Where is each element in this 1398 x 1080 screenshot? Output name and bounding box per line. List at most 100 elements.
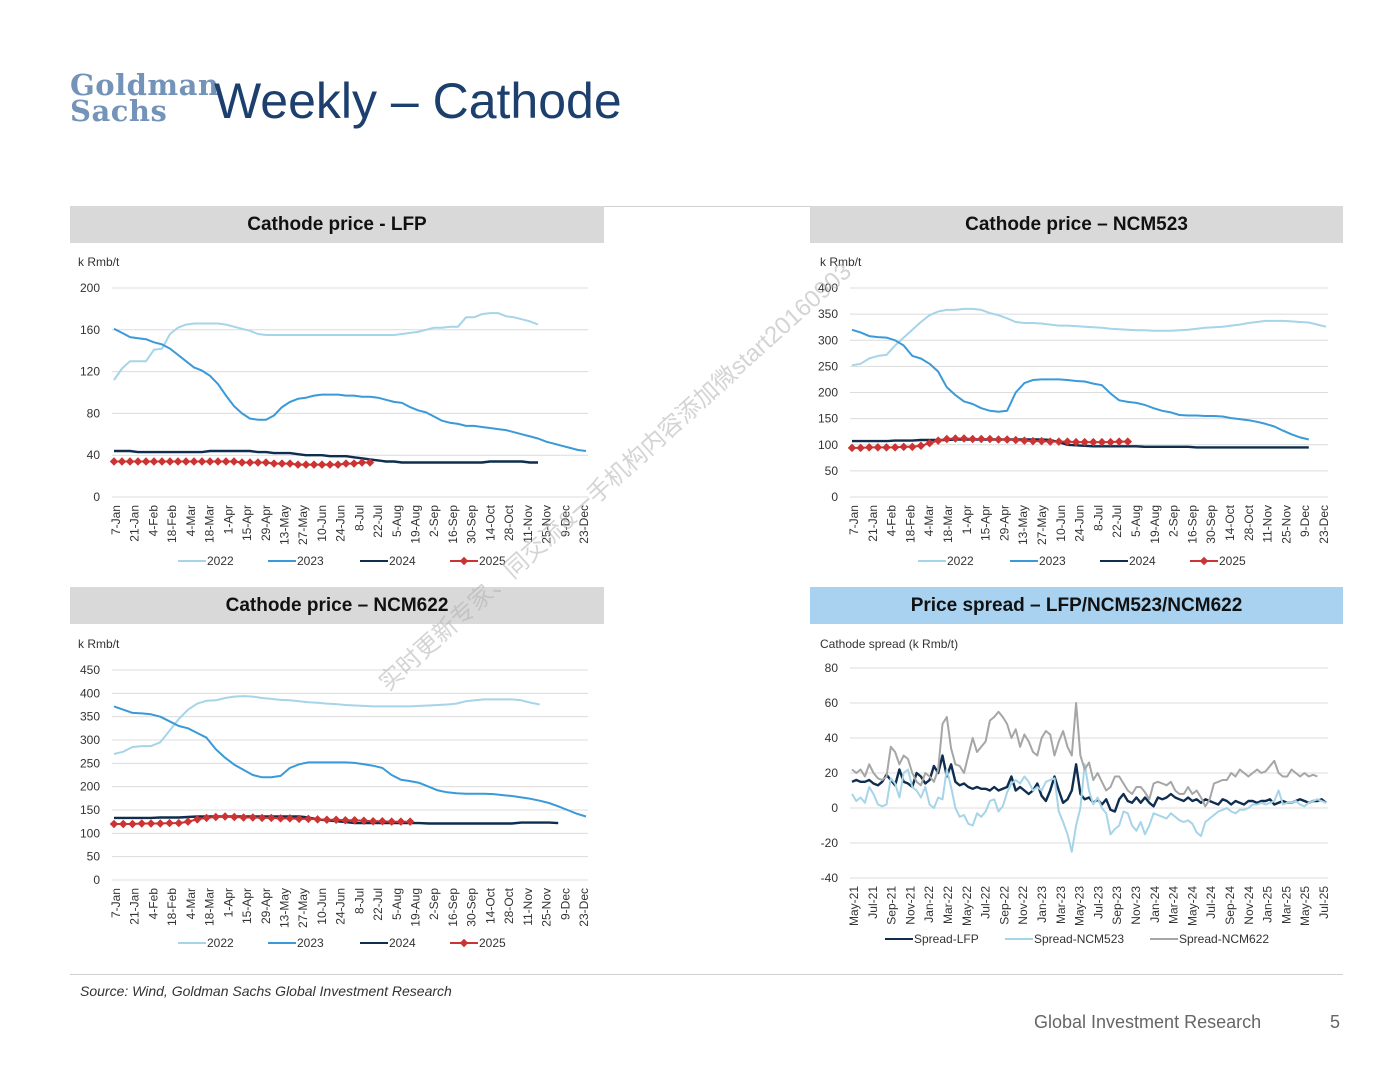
legend-marker — [459, 938, 469, 948]
legend-label: Spread-NCM622 — [1179, 932, 1269, 946]
x-tick-label: 19-Aug — [409, 888, 423, 927]
x-tick-label: 16-Sep — [446, 888, 460, 927]
series-marker-2025 — [117, 457, 127, 466]
series-line-2022 — [113, 695, 540, 755]
series-line-spread-ncm523 — [851, 763, 1327, 853]
x-tick-label: Jan-23 — [1035, 886, 1049, 923]
legend-label: 2024 — [389, 936, 416, 950]
y-tick-label: 0 — [93, 490, 100, 504]
x-tick-label: Mar-22 — [941, 886, 955, 924]
series-marker-2025 — [313, 815, 322, 824]
x-tick-label: 15-Apr — [240, 505, 254, 541]
x-tick-label: 21-Jan — [128, 888, 142, 925]
series-marker-2025 — [908, 442, 917, 452]
x-tick-label: 14-Oct — [1223, 504, 1237, 541]
legend-label: 2025 — [479, 936, 506, 950]
series-marker-2025 — [951, 434, 960, 443]
x-tick-label: May-24 — [1185, 886, 1199, 926]
legend-label: 2023 — [297, 936, 324, 950]
x-tick-label: 22-Jul — [1110, 505, 1124, 538]
x-tick-label: 22-Jul — [371, 888, 385, 921]
y-tick-label: 80 — [825, 661, 839, 675]
x-tick-label: 23-Dec — [1317, 505, 1331, 544]
x-tick-label: Sep-24 — [1223, 886, 1237, 925]
x-tick-label: 29-Apr — [259, 505, 273, 541]
series-marker-2025 — [157, 457, 167, 466]
series-marker-2025 — [341, 459, 351, 468]
series-marker-2025 — [890, 443, 900, 452]
y-axis-label: Cathode spread (k Rmb/t) — [820, 637, 958, 651]
x-tick-label: Sep-21 — [885, 886, 899, 925]
series-marker-2025 — [156, 819, 165, 828]
series-line-spread-lfp — [851, 754, 1327, 813]
x-tick-label: 28-Oct — [502, 504, 516, 541]
x-tick-label: Mar-25 — [1279, 886, 1293, 924]
legend-label: 2022 — [207, 936, 234, 950]
x-tick-label: 18-Mar — [203, 505, 217, 543]
series-marker-2025 — [109, 819, 119, 829]
series-marker-2025 — [230, 812, 239, 822]
x-tick-label: Jul-24 — [1204, 886, 1218, 919]
series-marker-2025 — [304, 814, 313, 824]
y-tick-label: 100 — [818, 438, 838, 452]
x-tick-label: 29-Apr — [997, 505, 1011, 541]
x-tick-label: 4-Feb — [146, 888, 160, 920]
series-marker-2025 — [357, 458, 367, 467]
y-tick-label: 50 — [87, 850, 101, 864]
x-tick-label: 18-Feb — [165, 888, 179, 926]
x-tick-label: May-22 — [960, 886, 974, 926]
series-marker-2025 — [181, 457, 191, 466]
x-tick-label: 4-Mar — [922, 505, 936, 536]
x-tick-label: 23-Dec — [577, 505, 591, 544]
y-tick-label: 0 — [831, 490, 838, 504]
x-tick-label: Jul-25 — [1317, 886, 1331, 919]
x-tick-label: Jan-22 — [922, 886, 936, 923]
x-tick-label: 24-Jun — [334, 888, 348, 925]
series-marker-2025 — [128, 819, 137, 829]
x-tick-label: Jul-22 — [979, 886, 993, 919]
series-marker-2025 — [985, 434, 995, 444]
series-marker-2025 — [396, 817, 406, 826]
series-marker-2025 — [359, 816, 369, 825]
x-tick-label: 2-Sep — [1167, 505, 1181, 537]
series-line-2022 — [113, 312, 539, 381]
series-marker-2025 — [237, 458, 247, 467]
series-line-2023 — [851, 328, 1310, 441]
series-marker-2025 — [119, 819, 128, 829]
series-marker-2025 — [331, 815, 341, 825]
series-marker-2025 — [285, 459, 295, 468]
y-tick-label: 150 — [80, 803, 100, 817]
x-tick-label: 9-Dec — [558, 888, 572, 920]
series-line-2024 — [852, 438, 1309, 449]
y-tick-label: 250 — [818, 359, 838, 373]
x-tick-label: 4-Feb — [146, 505, 160, 537]
x-tick-label: 10-Jun — [315, 505, 329, 542]
series-marker-2025 — [322, 815, 332, 825]
x-tick-label: Jul-21 — [866, 886, 880, 919]
x-tick-label: 28-Oct — [1242, 504, 1256, 541]
x-tick-label: 9-Dec — [558, 505, 572, 537]
legend-label: 2024 — [389, 554, 416, 568]
x-tick-label: 9-Dec — [1298, 505, 1312, 537]
x-tick-label: 15-Apr — [979, 505, 993, 541]
y-tick-label: 50 — [825, 464, 839, 478]
series-marker-2025 — [977, 434, 986, 444]
x-tick-label: 24-Jun — [1073, 505, 1087, 542]
x-tick-label: 4-Mar — [184, 888, 198, 919]
y-tick-label: 300 — [818, 333, 838, 347]
x-tick-label: 15-Apr — [240, 888, 254, 924]
x-tick-label: 1-Apr — [221, 888, 235, 917]
x-tick-label: 10-Jun — [315, 888, 329, 925]
series-marker-2025 — [149, 457, 159, 466]
series-marker-2025 — [293, 460, 303, 469]
series-marker-2025 — [277, 459, 287, 468]
series-line-2022 — [851, 307, 1327, 367]
x-tick-label: 25-Nov — [540, 888, 554, 927]
panel-title-spread: Price spread – LFP/NCM523/NCM622 — [810, 587, 1343, 624]
series-marker-2025 — [1028, 436, 1038, 446]
series-marker-2025 — [899, 442, 908, 452]
x-tick-label: 23-Dec — [577, 888, 591, 927]
x-tick-label: 27-May — [1035, 505, 1049, 545]
x-tick-label: 11-Nov — [1261, 505, 1275, 543]
x-tick-label: 4-Feb — [885, 505, 899, 537]
